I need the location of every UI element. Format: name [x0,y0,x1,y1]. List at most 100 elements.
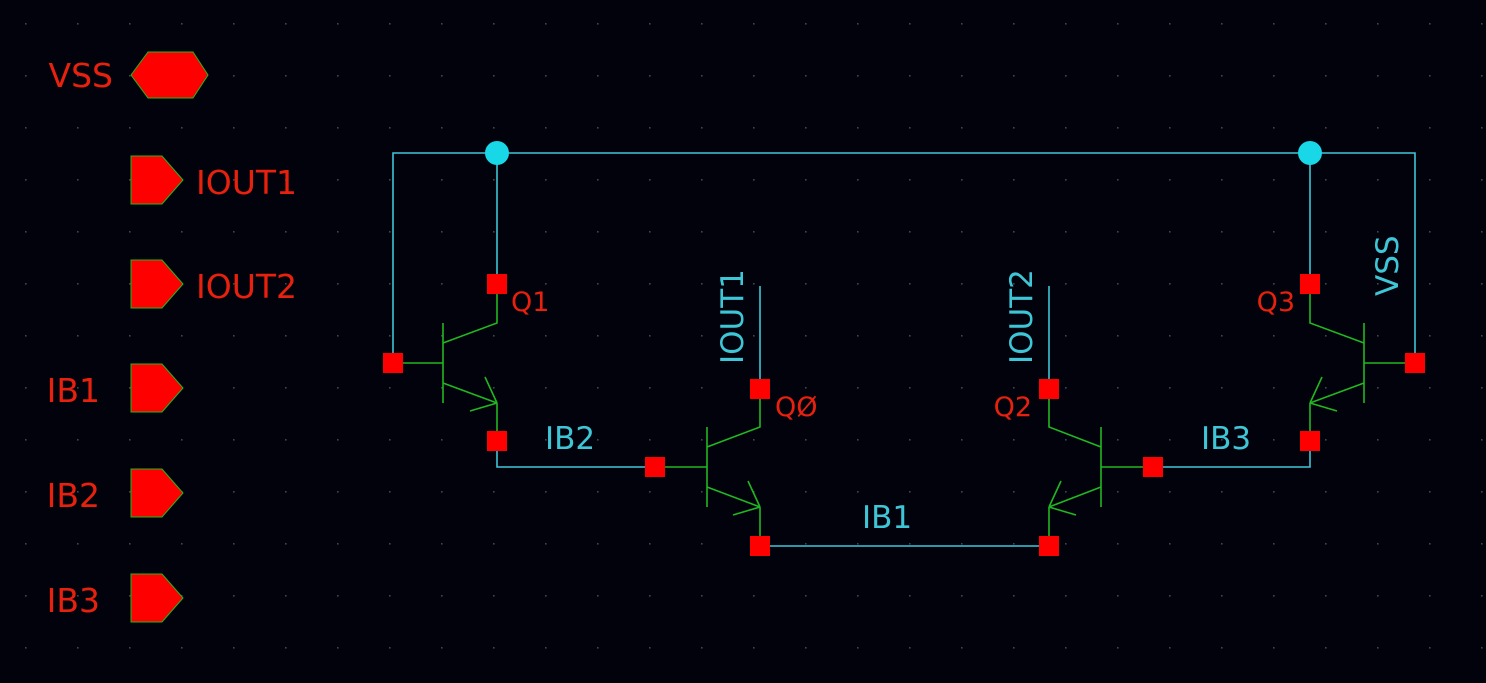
net-labels: IB2 IB1 IB3 IOUT1 IOUT2 VSS [545,235,1406,536]
grid-dot [1481,231,1483,233]
pin-iout1[interactable]: IOUT1 [130,155,297,205]
instance-label-q1: Q1 [511,287,549,318]
pin-square[interactable] [487,274,507,294]
grid-dot [701,179,703,181]
pin-square[interactable] [383,353,403,373]
grid-dot [1065,335,1067,337]
grid-dot [441,75,443,77]
pin-vss[interactable]: VSS [49,51,209,99]
grid-dot [753,335,755,337]
grid-dot [1377,231,1379,233]
grid-dot [961,595,963,597]
pin-square[interactable] [750,536,770,556]
grid-dot [909,231,911,233]
grid-dot [1273,543,1275,545]
pin-square[interactable] [1405,353,1425,373]
grid-dot [25,283,27,285]
grid-dot [337,283,339,285]
grid-dot [1065,179,1067,181]
wire-vss-bus[interactable] [392,152,1416,363]
grid-dot [1169,647,1171,649]
grid-dot [1065,439,1067,441]
grid-dot [1377,647,1379,649]
grid-dot [961,179,963,181]
junction-dot[interactable] [485,141,509,165]
grid-dot [285,127,287,129]
grid-dot [493,543,495,545]
grid-dot [25,23,27,25]
grid-dot [961,283,963,285]
grid-dot [1117,23,1119,25]
grid-dot [441,439,443,441]
grid-dot [597,179,599,181]
grid-dot [1481,387,1483,389]
grid-dot [1169,387,1171,389]
grid-dot [77,647,79,649]
grid-dot [1481,647,1483,649]
pin-label-ib1: IB1 [47,371,100,410]
grid-dot [389,647,391,649]
pin-square[interactable] [750,379,770,399]
grid-dot [1273,283,1275,285]
pin-square[interactable] [1300,431,1320,451]
grid-dot [805,387,807,389]
grid-dot [337,231,339,233]
grid-dot [389,595,391,597]
grid-dot [909,491,911,493]
grid-dot [1325,595,1327,597]
grid-dot [1325,23,1327,25]
pin-ib2[interactable]: IB2 [47,468,184,518]
transistor-q3[interactable] [1309,284,1415,441]
grid-dot [233,127,235,129]
net-label-vss: VSS [1370,235,1406,296]
grid-dot [1065,543,1067,545]
grid-dot [25,543,27,545]
grid-dot [25,491,27,493]
grid-dot [1481,127,1483,129]
grid-dot [129,75,131,77]
grid-dot [25,439,27,441]
grid-dot [337,647,339,649]
pin-list: VSS IOUT1 IOUT2 IB1 IB2 IB3 [47,51,297,623]
grid-dot [285,491,287,493]
pin-ib1[interactable]: IB1 [47,363,184,413]
grid-dot [961,231,963,233]
pin-iout2[interactable]: IOUT2 [130,259,297,309]
grid-dot [129,127,131,129]
output-pin-icon [130,155,184,205]
pin-square[interactable] [645,457,665,477]
grid-dot [1013,179,1015,181]
grid-dot [1117,595,1119,597]
grid-dot [1429,23,1431,25]
pin-ib3[interactable]: IB3 [47,573,184,623]
transistor-q0[interactable] [655,389,761,546]
grid-dot [1325,75,1327,77]
grid-dot [1169,283,1171,285]
transistor-q2[interactable] [1048,389,1153,546]
grid-dot [1117,543,1119,545]
grid-dot [77,543,79,545]
pin-square[interactable] [1039,536,1059,556]
pin-square[interactable] [1039,379,1059,399]
pin-square[interactable] [487,431,507,451]
grid-dot [545,231,547,233]
grid-dot [285,231,287,233]
grid-dot [649,231,651,233]
pin-square[interactable] [1300,274,1320,294]
grid-dot [753,283,755,285]
pin-square[interactable] [1143,457,1163,477]
grid-dot [597,75,599,77]
grid-dot [649,75,651,77]
transistor-q1[interactable] [393,284,498,441]
grid-dot [129,491,131,493]
grid-dot [545,23,547,25]
grid-dot [1169,491,1171,493]
grid-dot [129,179,131,181]
junction-dot[interactable] [1298,141,1322,165]
grid-dot [181,543,183,545]
grid-dot [493,387,495,389]
grid-dot [1065,75,1067,77]
grid-dot [1169,543,1171,545]
grid-dot [909,23,911,25]
